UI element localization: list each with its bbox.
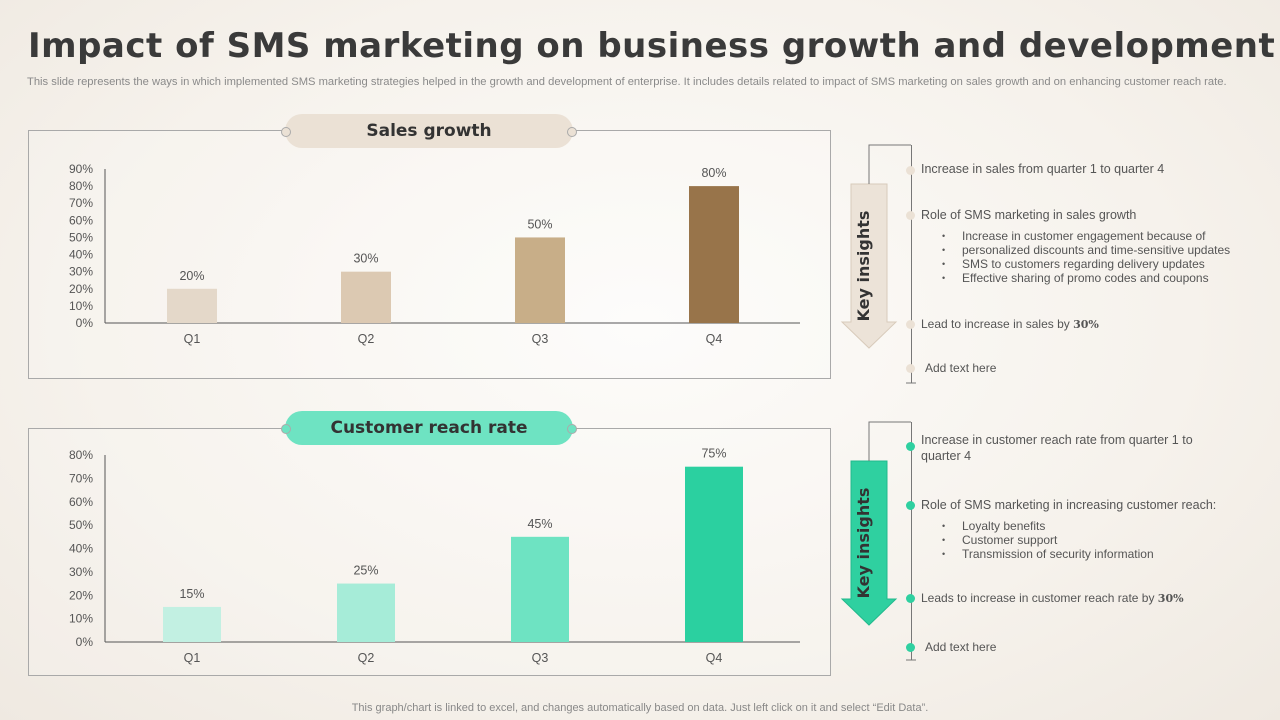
bullet-item: Increase in customer engagement because … xyxy=(942,229,1230,243)
reach-insight-1-line1: Increase in customer reach rate from qua… xyxy=(921,433,1193,447)
reach-bar-q4 xyxy=(685,466,743,642)
reach-y-tick-label: 20% xyxy=(69,588,93,602)
reach-data-label: 25% xyxy=(353,564,378,578)
bullet-item: Transmission of security information xyxy=(942,547,1154,561)
page-subtitle: This slide represents the ways in which … xyxy=(27,76,1227,88)
page-title: Impact of SMS marketing on business grow… xyxy=(28,26,1276,66)
sales-y-tick-label: 50% xyxy=(69,230,93,244)
reach-bar-q1 xyxy=(163,606,221,642)
sales-data-label: 50% xyxy=(527,217,552,231)
sales-key-insights-label: Key insights xyxy=(854,211,873,322)
sales-bar-q3 xyxy=(515,237,565,323)
sales-timeline-line xyxy=(911,145,912,383)
reach-insight-1: Increase in customer reach rate from qua… xyxy=(921,432,1193,464)
sales-y-tick-label: 60% xyxy=(69,213,93,227)
reach-y-tick-label: 50% xyxy=(69,518,93,532)
sales-data-label: 30% xyxy=(353,252,378,266)
sales-insight-3-value: 30% xyxy=(1073,318,1099,331)
sales-insight-3: Lead to increase in sales by 30% xyxy=(921,317,1099,331)
sales-data-label: 80% xyxy=(701,166,726,180)
sales-x-tick-label: Q2 xyxy=(358,332,375,346)
reach-insight-1-line2: quarter 4 xyxy=(921,449,972,463)
reach-bar-q2 xyxy=(337,583,395,642)
sales-timeline-dot xyxy=(906,211,915,220)
reach-insight-3-value: 30% xyxy=(1157,592,1184,605)
reach-x-tick-label: Q3 xyxy=(532,651,549,665)
sales-y-tick-label: 0% xyxy=(76,316,94,330)
reach-y-tick-label: 10% xyxy=(69,612,93,626)
sales-timeline-dot xyxy=(906,320,915,329)
sales-y-tick-label: 80% xyxy=(69,179,93,193)
reach-y-tick-label: 0% xyxy=(76,635,94,649)
sales-timeline-dot xyxy=(906,166,915,175)
sales-x-tick-label: Q1 xyxy=(184,332,201,346)
reach-y-tick-label: 70% xyxy=(69,471,93,485)
sales-x-tick-label: Q4 xyxy=(706,332,723,346)
reach-timeline-dot xyxy=(906,501,915,510)
sales-insight-2: Role of SMS marketing in sales growth xyxy=(921,208,1137,222)
reach-insight-2: Role of SMS marketing in increasing cust… xyxy=(921,498,1217,512)
reach-y-tick-label: 80% xyxy=(69,448,93,462)
sales-y-tick-label: 90% xyxy=(69,162,93,176)
sales-bar-q2 xyxy=(341,271,391,323)
bullet-item: SMS to customers regarding delivery upda… xyxy=(942,257,1230,271)
reach-timeline-dot xyxy=(906,594,915,603)
reach-y-tick-label: 40% xyxy=(69,542,93,556)
reach-x-tick-label: Q1 xyxy=(184,651,201,665)
reach-x-tick-label: Q4 xyxy=(706,651,723,665)
sales-x-tick-label: Q3 xyxy=(532,332,549,346)
bullet-item: Loyalty benefits xyxy=(942,519,1154,533)
reach-data-label: 75% xyxy=(701,447,726,461)
customer-reach-heading: Customer reach rate xyxy=(281,411,577,445)
sales-data-label: 20% xyxy=(179,269,204,283)
reach-bar-q3 xyxy=(511,536,569,642)
sales-insight-3-text: Lead to increase in sales by xyxy=(921,317,1074,331)
reach-y-tick-label: 60% xyxy=(69,495,93,509)
bullet-item-continuation: personalized discounts and time-sensitiv… xyxy=(942,243,1230,257)
sales-insight-4: Add text here xyxy=(925,361,997,375)
bullet-item: Effective sharing of promo codes and cou… xyxy=(942,271,1230,285)
sales-y-tick-label: 10% xyxy=(69,299,93,313)
reach-y-tick-label: 30% xyxy=(69,565,93,579)
reach-data-label: 15% xyxy=(179,587,204,601)
sales-y-tick-label: 40% xyxy=(69,248,93,262)
reach-timeline-dot xyxy=(906,442,915,451)
bullet-item: Customer support xyxy=(942,533,1154,547)
sales-bar-q4 xyxy=(689,186,739,323)
sales-insight-1: Increase in sales from quarter 1 to quar… xyxy=(921,162,1165,176)
sales-y-tick-label: 20% xyxy=(69,282,93,296)
sales-y-tick-label: 30% xyxy=(69,265,93,279)
sales-insight-bullets: Increase in customer engagement because … xyxy=(942,229,1230,285)
footer-note: This graph/chart is linked to excel, and… xyxy=(351,702,929,714)
reach-insight-3: Leads to increase in customer reach rate… xyxy=(921,591,1184,605)
reach-key-insights-label: Key insights xyxy=(854,488,873,599)
reach-data-label: 45% xyxy=(527,517,552,531)
reach-insight-4: Add text here xyxy=(925,640,997,654)
sales-bar-q1 xyxy=(167,288,217,323)
reach-insight-bullets: Loyalty benefits Customer support Transm… xyxy=(942,519,1154,561)
sales-growth-heading: Sales growth xyxy=(281,114,577,148)
reach-timeline-line xyxy=(911,422,912,660)
reach-timeline-dot xyxy=(906,643,915,652)
reach-x-tick-label: Q2 xyxy=(358,651,375,665)
sales-y-tick-label: 70% xyxy=(69,196,93,210)
sales-timeline-dot xyxy=(906,364,915,373)
reach-insight-3-text: Leads to increase in customer reach rate… xyxy=(921,591,1158,605)
